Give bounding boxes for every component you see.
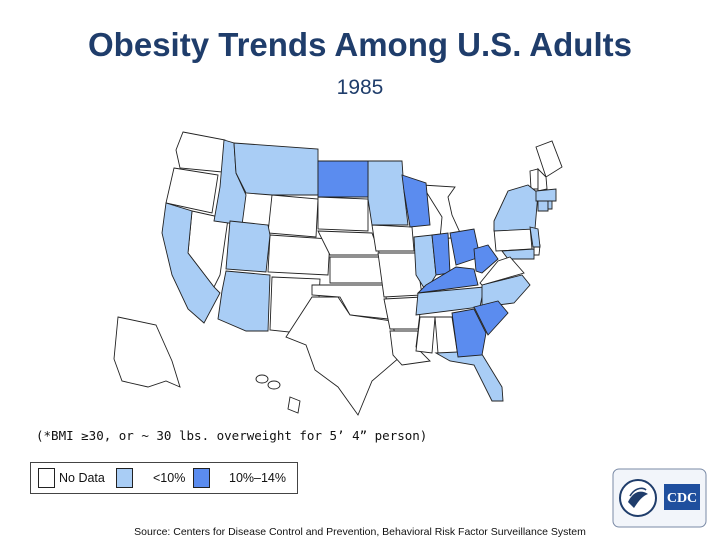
state-maine: [535, 140, 563, 178]
state-kentucky: [416, 266, 479, 294]
cdc-logo-text: CDC: [667, 491, 697, 506]
state-california: [161, 202, 221, 324]
states-under-10: [161, 139, 557, 402]
state-south-dakota: [317, 196, 369, 232]
bmi-footnote: (*BMI ≥30, or ~ 30 lbs. overweight for 5…: [36, 428, 428, 443]
states-no-data: [113, 131, 563, 416]
legend-swatch-no-data: [38, 468, 55, 488]
legend-label-under-10: <10%: [153, 471, 186, 485]
state-michigan: [421, 184, 463, 240]
state-florida: [434, 350, 504, 402]
state-alaska: [113, 316, 181, 388]
state-utah: [225, 220, 271, 273]
state-oregon: [165, 167, 219, 214]
state-north-dakota: [317, 160, 369, 198]
state-connecticut: [537, 200, 549, 212]
state-hawaii-island: [255, 374, 269, 384]
state-new-york: [493, 184, 539, 232]
legend-label-no-data: No Data: [59, 471, 105, 485]
state-hawaii-big-island: [287, 396, 301, 414]
legend-swatch-under-10: [116, 468, 133, 488]
state-massachusetts: [535, 188, 557, 202]
state-arkansas: [383, 296, 423, 330]
state-minnesota: [367, 160, 409, 226]
legend-label-10-to-14: 10%–14%: [229, 471, 286, 485]
state-colorado: [267, 234, 331, 276]
slide-title: Obesity Trends Among U.S. Adults: [88, 26, 632, 63]
state-wisconsin: [401, 174, 431, 228]
state-mississippi: [415, 316, 436, 354]
state-rhode-island: [547, 200, 553, 210]
state-west-virginia: [473, 244, 499, 274]
states-10-to-14: [317, 160, 509, 358]
state-wyoming: [267, 194, 319, 238]
state-hawaii-island: [267, 380, 281, 390]
cdc-logo: CDC: [612, 468, 707, 528]
source-citation: Source: Centers for Disease Control and …: [134, 526, 586, 538]
map-legend: No Data <10% 10%–14%: [30, 462, 298, 494]
state-north-carolina: [481, 274, 531, 308]
state-new-hampshire: [537, 167, 548, 192]
state-arizona: [217, 270, 271, 332]
state-new-jersey: [529, 226, 541, 248]
state-virginia: [479, 256, 525, 286]
us-obesity-map: [113, 131, 563, 416]
legend-swatch-10-to-14: [193, 468, 210, 488]
state-kansas: [329, 256, 383, 284]
year-label: 1985: [336, 76, 384, 99]
state-texas: [285, 296, 401, 416]
state-maryland: [501, 248, 535, 260]
state-iowa: [371, 224, 415, 252]
state-georgia: [451, 308, 487, 358]
state-montana: [233, 142, 319, 196]
state-vermont: [529, 168, 539, 190]
state-washington: [175, 131, 226, 173]
state-south-carolina: [473, 300, 509, 336]
